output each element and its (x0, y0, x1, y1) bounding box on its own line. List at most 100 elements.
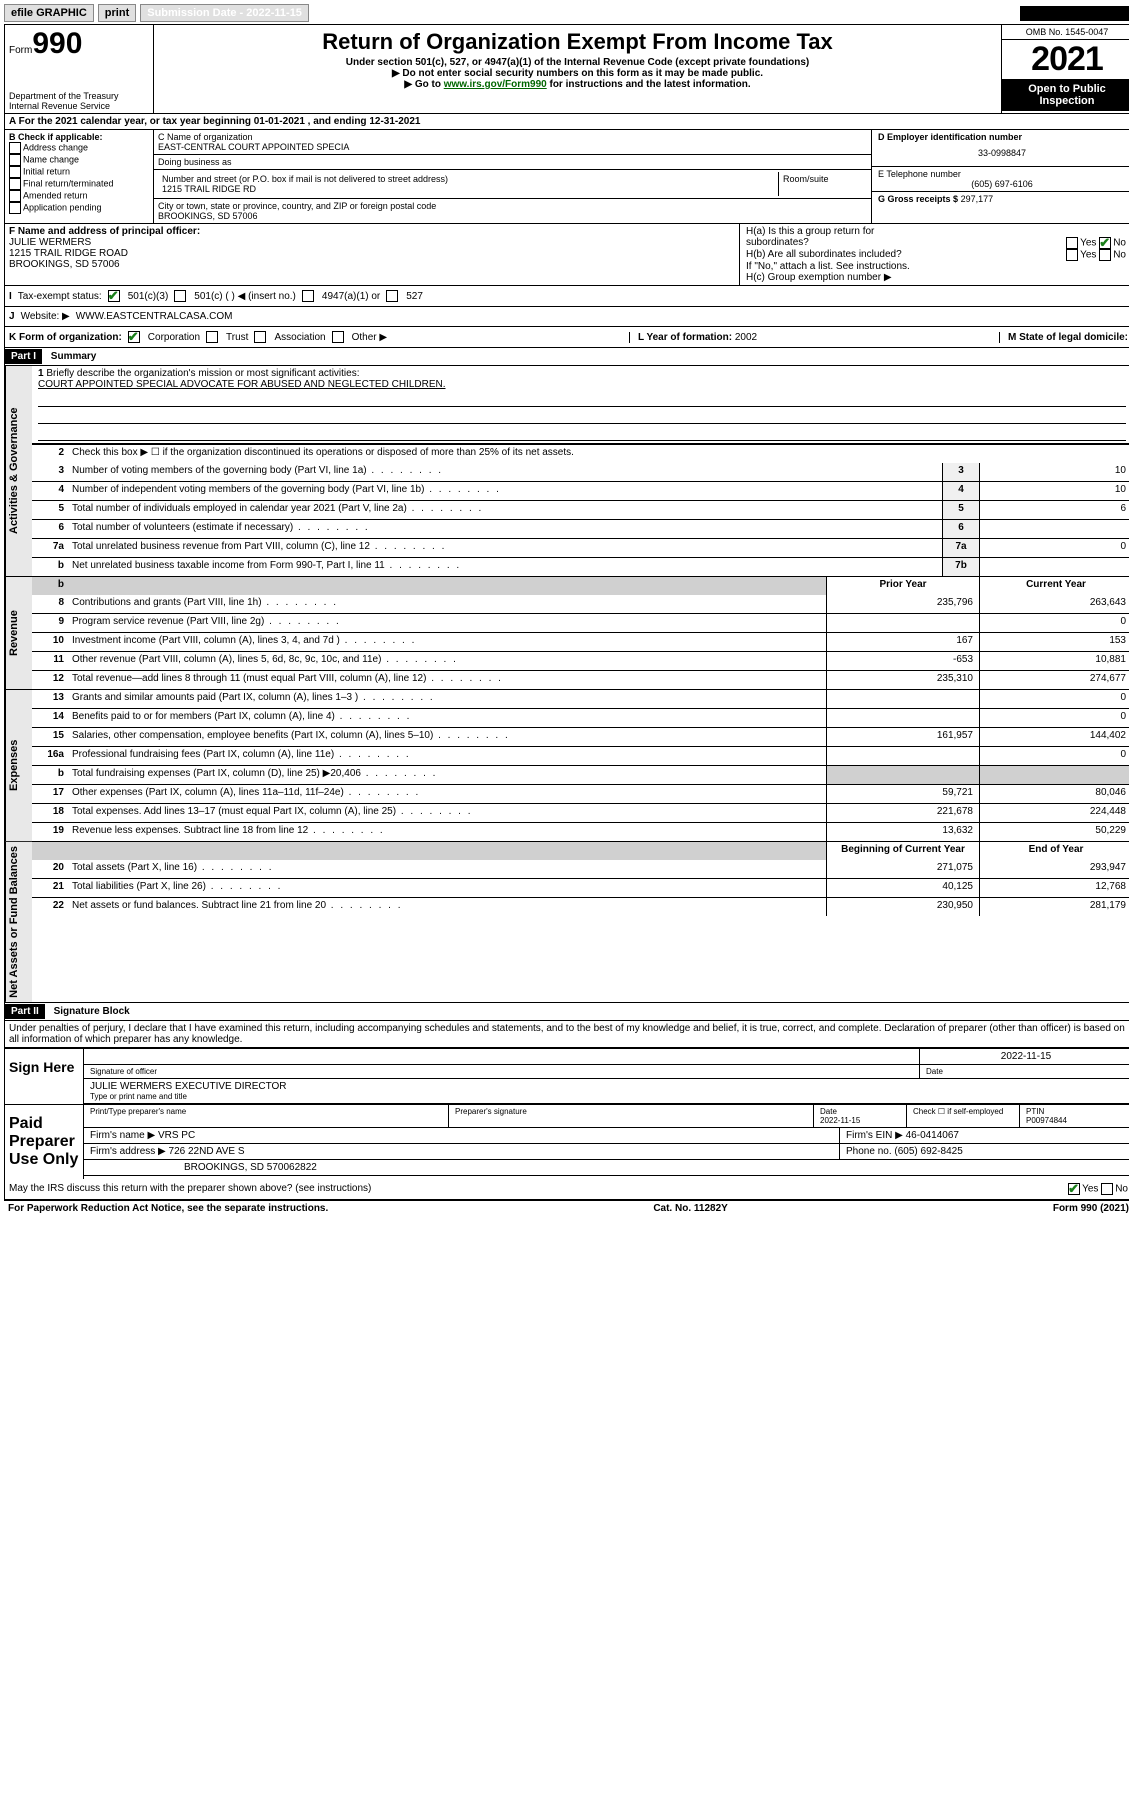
col-curr: Current Year (979, 577, 1129, 595)
ck-irs-yes[interactable] (1068, 1183, 1080, 1195)
ha-sub: subordinates? (746, 237, 809, 249)
ha-label: H(a) Is this a group return for (746, 226, 874, 237)
f-name: JULIE WERMERS (9, 237, 735, 248)
ck-initial-return[interactable] (9, 166, 21, 178)
col-c-org: C Name of organization EAST-CENTRAL COUR… (154, 130, 872, 223)
firm-addr1: 726 22ND AVE S (169, 1146, 245, 1157)
c-addr: 1215 TRAIL RIDGE RD (162, 184, 774, 194)
print-button[interactable]: print (98, 4, 136, 22)
lbl-501c: 501(c) ( ) ◀ (insert no.) (194, 291, 296, 302)
f-label: F Name and address of principal officer: (9, 226, 735, 237)
lbl-final-return: Final return/terminated (23, 178, 114, 188)
prep-sig-label: Preparer's signature (449, 1105, 814, 1127)
ck-527[interactable] (386, 290, 398, 302)
lbl-assoc: Association (274, 332, 325, 343)
form-subtitle-2: ▶ Do not enter social security numbers o… (162, 68, 993, 79)
tab-governance: Activities & Governance (5, 366, 32, 576)
ck-app-pending[interactable] (9, 202, 21, 214)
paid-prep-label: Paid Preparer Use Only (5, 1105, 84, 1179)
d-ein: 33-0998847 (878, 142, 1126, 164)
gov-line: 7a Total unrelated business revenue from… (32, 538, 1129, 557)
top-toolbar: efile GRAPHIC print Submission Date - 20… (4, 4, 1129, 22)
d-label: D Employer identification number (878, 132, 1126, 142)
ck-501c3[interactable] (108, 290, 120, 302)
check-self-emp: Check ☐ if self-employed (907, 1105, 1020, 1127)
lbl-initial-return: Initial return (23, 166, 70, 176)
dept-label: Department of the Treasury (9, 91, 149, 101)
j-website: WWW.EASTCENTRALCASA.COM (76, 311, 233, 322)
data-line: 14 Benefits paid to or for members (Part… (32, 708, 1129, 727)
data-line: 16a Professional fundraising fees (Part … (32, 746, 1129, 765)
goto-prefix: ▶ Go to (404, 79, 443, 90)
tax-year: 2021 (1002, 40, 1129, 79)
col-beg: Beginning of Current Year (826, 842, 979, 860)
ck-corp[interactable] (128, 331, 140, 343)
ck-irs-no[interactable] (1101, 1183, 1113, 1195)
j-label: Website: ▶ (21, 311, 70, 322)
prep-date: 2022-11-15 (820, 1116, 860, 1125)
section-expenses: Expenses 13 Grants and similar amounts p… (5, 689, 1129, 841)
ck-ha-no[interactable] (1099, 237, 1111, 249)
lbl-yes: Yes (1080, 238, 1096, 249)
lbl-4947: 4947(a)(1) or (322, 291, 380, 302)
ck-address-change[interactable] (9, 142, 21, 154)
data-line: 18 Total expenses. Add lines 13–17 (must… (32, 803, 1129, 822)
data-line: 21 Total liabilities (Part X, line 26) 4… (32, 878, 1129, 897)
data-line: 22 Net assets or fund balances. Subtract… (32, 897, 1129, 916)
form-number: 990 (32, 27, 82, 60)
l-label: L Year of formation: (638, 332, 732, 343)
e-phone: (605) 697-6106 (878, 179, 1126, 189)
ck-hb-yes[interactable] (1066, 249, 1078, 261)
ck-amended[interactable] (9, 190, 21, 202)
efile-badge: efile GRAPHIC (4, 4, 94, 22)
form-id-box: Form990 Department of the Treasury Inter… (5, 25, 154, 113)
row-klm: K Form of organization: Corporation Trus… (5, 327, 1129, 348)
section-bcde: B Check if applicable: Address change Na… (5, 130, 1129, 224)
firm-addr2: BROOKINGS, SD 570062822 (84, 1160, 1129, 1175)
e-label: E Telephone number (878, 169, 1126, 179)
q2-text: Check this box ▶ ☐ if the organization d… (68, 445, 1129, 463)
h-note: If "No," attach a list. See instructions… (746, 261, 1126, 272)
ck-501c[interactable] (174, 290, 186, 302)
ck-assoc[interactable] (254, 331, 266, 343)
ck-4947[interactable] (302, 290, 314, 302)
l-val: 2002 (735, 332, 757, 343)
f-addr1: 1215 TRAIL RIDGE ROAD (9, 248, 735, 259)
part-ii-title: Signature Block (48, 1004, 136, 1019)
data-line: 20 Total assets (Part X, line 16) 271,07… (32, 860, 1129, 878)
data-line: 9 Program service revenue (Part VIII, li… (32, 613, 1129, 632)
data-line: 12 Total revenue—add lines 8 through 11 … (32, 670, 1129, 689)
i-label: Tax-exempt status: (18, 291, 102, 302)
lbl-irs-yes: Yes (1082, 1183, 1098, 1194)
ck-other[interactable] (332, 331, 344, 343)
ck-final-return[interactable] (9, 178, 21, 190)
sign-here-label: Sign Here (5, 1049, 84, 1104)
form-header: Form990 Department of the Treasury Inter… (5, 25, 1129, 114)
ck-ha-yes[interactable] (1066, 237, 1078, 249)
lbl-527: 527 (406, 291, 423, 302)
part-i-header: Part I Summary (5, 348, 1129, 366)
irs-link[interactable]: www.irs.gov/Form990 (444, 79, 547, 90)
c-city: BROOKINGS, SD 57006 (158, 211, 867, 221)
officer-name-label: Type or print name and title (90, 1092, 1126, 1101)
ck-trust[interactable] (206, 331, 218, 343)
lbl-trust: Trust (226, 332, 248, 343)
row-j-website: J Website: ▶ WWW.EASTCENTRALCASA.COM (5, 307, 1129, 327)
open-to-public: Open to Public Inspection (1002, 79, 1129, 111)
col-end: End of Year (979, 842, 1129, 860)
form-subtitle-1: Under section 501(c), 527, or 4947(a)(1)… (162, 57, 993, 68)
ptin: P00974844 (1026, 1116, 1067, 1125)
goto-suffix: for instructions and the latest informat… (547, 79, 751, 90)
ck-name-change[interactable] (9, 154, 21, 166)
submission-date-badge: Submission Date - 2022-11-15 (140, 4, 309, 22)
col-prior: Prior Year (826, 577, 979, 595)
gov-line: 3 Number of voting members of the govern… (32, 463, 1129, 481)
part-ii-badge: Part II (5, 1004, 45, 1019)
tab-revenue: Revenue (5, 577, 32, 689)
lbl-yes2: Yes (1080, 250, 1096, 261)
officer-name: JULIE WERMERS EXECUTIVE DIRECTOR (90, 1081, 1126, 1092)
ck-hb-no[interactable] (1099, 249, 1111, 261)
section-fh: F Name and address of principal officer:… (5, 224, 1129, 286)
form-title: Return of Organization Exempt From Incom… (162, 29, 993, 55)
lbl-irs-no: No (1115, 1183, 1128, 1194)
